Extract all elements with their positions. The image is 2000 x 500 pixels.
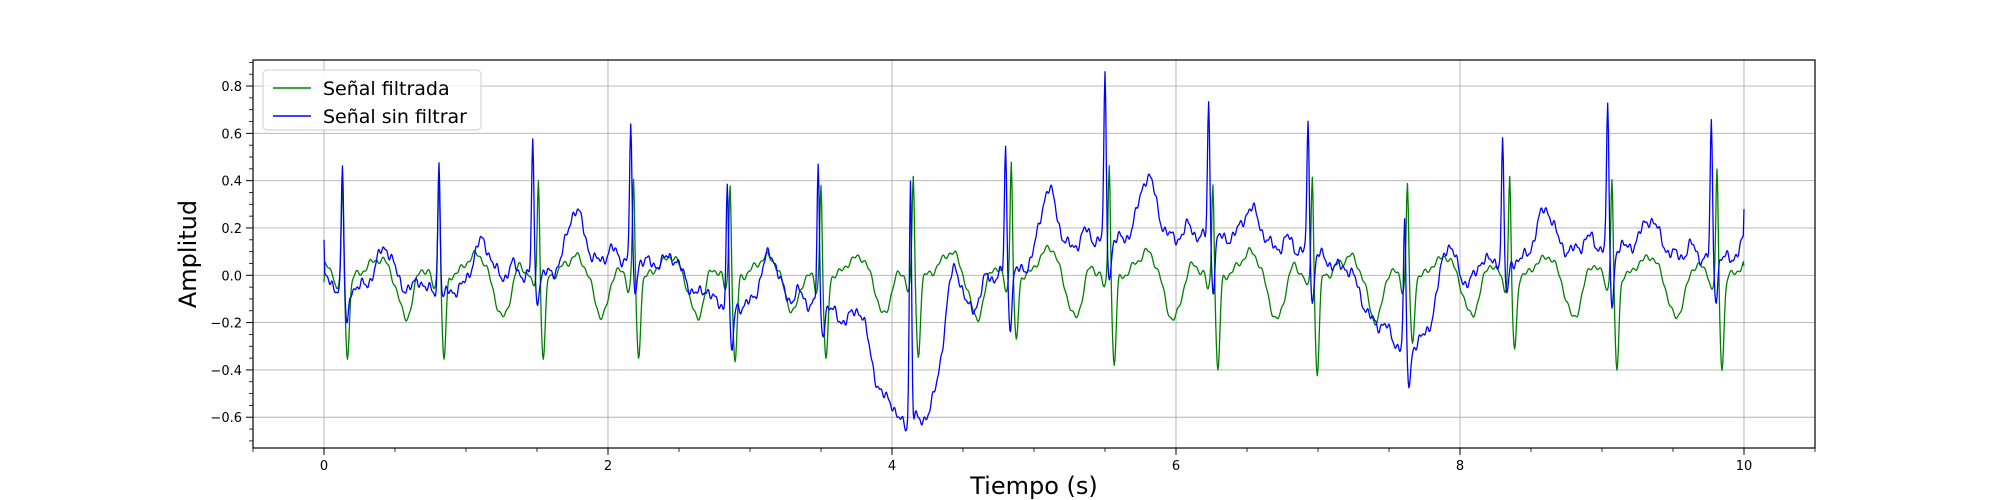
series-lines — [323, 71, 1745, 432]
legend-label-filtrada: Señal filtrada — [323, 78, 450, 100]
x-tick-label: 2 — [604, 459, 612, 474]
y-axis-title: Amplitud — [174, 200, 202, 308]
series-line-sin-filtrar — [323, 71, 1745, 432]
x-tick-label: 10 — [1736, 459, 1753, 474]
y-tick-label: −0.6 — [210, 411, 242, 426]
y-tick-label: 0.4 — [221, 175, 242, 190]
series-line-filtrada — [323, 161, 1745, 377]
y-tick-label: −0.2 — [210, 317, 242, 332]
y-tick-label: 0.2 — [221, 222, 242, 237]
legend-label-sin-filtrar: Señal sin filtrar — [323, 106, 467, 128]
x-tick-label: 8 — [1456, 459, 1464, 474]
y-tick-label: −0.4 — [210, 364, 242, 379]
legend-box — [262, 69, 482, 131]
y-tick-label: 0.8 — [221, 80, 242, 95]
y-tick-label: 0.6 — [221, 127, 242, 142]
legend: Señal filtrada Señal sin filtrar — [262, 69, 482, 131]
x-tick-label: 0 — [320, 459, 328, 474]
x-tick-label: 6 — [1172, 459, 1180, 474]
axis-ticks: 0 2 4 6 8 10 −0.6 −0.4 −0.2 0.0 0.2 0.4 0.6 0.8 — [210, 61, 1816, 474]
y-tick-label: 0.0 — [221, 269, 242, 284]
x-axis-title: Tiempo (s) — [969, 472, 1098, 500]
x-tick-label: 4 — [888, 459, 896, 474]
grid — [253, 60, 1815, 448]
